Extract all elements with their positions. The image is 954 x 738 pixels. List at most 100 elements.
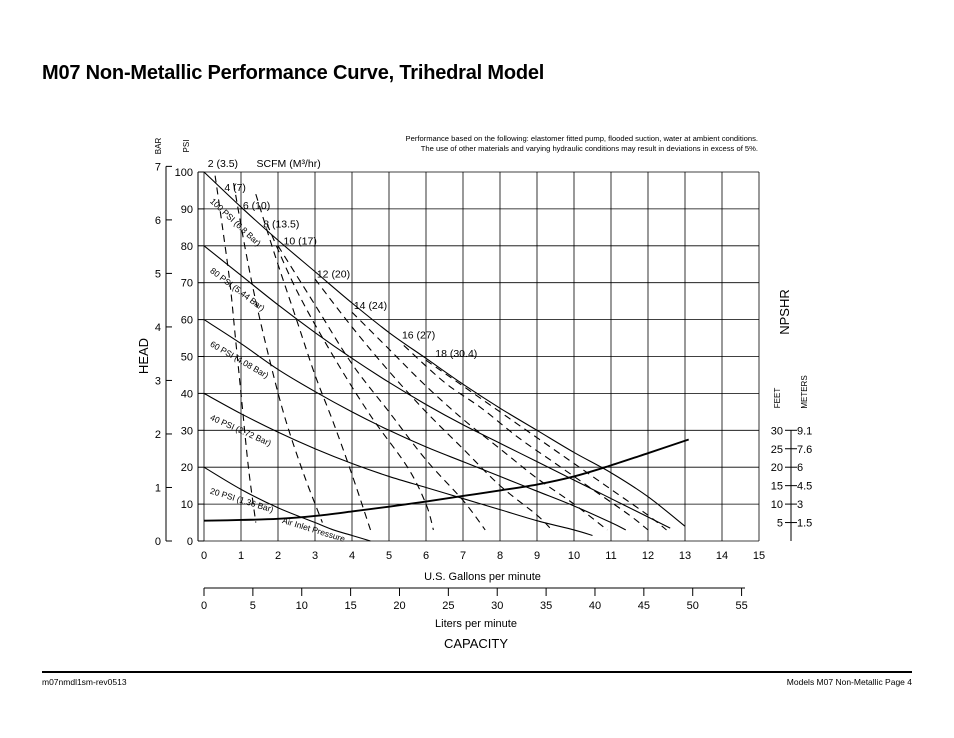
bar-tick-label: 6 xyxy=(155,215,161,227)
liters-tick-label: 35 xyxy=(540,600,552,612)
psi-tick-label: 50 xyxy=(181,352,193,364)
curve-label: 10 (17) xyxy=(284,235,317,247)
scfm-curve-14-24 xyxy=(351,311,608,531)
x-tick-label: 15 xyxy=(753,550,765,562)
npshr-axis-title: NPSHR xyxy=(777,289,792,335)
chart-grid xyxy=(203,171,760,542)
x-tick-label: 12 xyxy=(642,550,654,562)
scfm-curve-12-20 xyxy=(314,278,553,531)
capacity-label: CAPACITY xyxy=(444,636,508,651)
bar-tick-label: 2 xyxy=(155,429,161,441)
liters-tick-label: 25 xyxy=(442,600,454,612)
liters-tick-label: 45 xyxy=(638,600,650,612)
npshr-meters-label: 4.5 xyxy=(797,481,812,493)
x-tick-label: 5 xyxy=(386,550,392,562)
bar-tick-label: 4 xyxy=(155,322,161,334)
bar-axis-title: BAR xyxy=(154,138,163,155)
curve-label: 60 PSI (4.08 Bar) xyxy=(209,339,271,381)
pressure-curve-100-psi-6-8-bar xyxy=(203,171,686,527)
npshr-feet-label: 5 xyxy=(777,518,783,530)
npshr-meters-title: METERS xyxy=(800,375,809,408)
x-tick-label: 4 xyxy=(349,550,355,562)
performance-note-line-2: The use of other materials and varying h… xyxy=(420,144,758,153)
curve-label: 8 (13.5) xyxy=(263,219,299,231)
liters-tick-label: 0 xyxy=(201,600,207,612)
bar-tick-label: 3 xyxy=(155,375,161,387)
npshr-feet-title: FEET xyxy=(773,388,782,409)
pressure-curve-80-psi-5-44-bar xyxy=(203,245,671,529)
npshr-feet-label: 30 xyxy=(771,425,783,437)
scfm-curve-4-7 xyxy=(233,182,323,523)
chart-series xyxy=(203,171,690,542)
liters-tick-label: 40 xyxy=(589,600,601,612)
curve-label: 18 (30.4) xyxy=(435,348,477,360)
x-tick-label: 8 xyxy=(497,550,503,562)
footer-page-label: Models M07 Non-Metallic Page 4 xyxy=(786,677,912,687)
x-tick-label: 3 xyxy=(312,550,318,562)
pressure-curve-60-psi-4-08-bar xyxy=(203,319,627,531)
liters-tick-label: 15 xyxy=(344,600,356,612)
chart-axes: 0 1 2 3 4 5 6 7 8 9 10 11 12 13 14 15U.S. Gallons per m… xyxy=(136,138,812,651)
psi-tick-label: 100 xyxy=(175,167,193,179)
npshr-feet-label: 10 xyxy=(771,499,783,511)
x-tick-label: 10 xyxy=(568,550,580,562)
npshr-meters-label: 3 xyxy=(797,499,803,511)
liters-tick-label: 5 xyxy=(250,600,256,612)
npshr-feet-label: 25 xyxy=(771,444,783,456)
scfm-curve-18-30-4 xyxy=(425,359,667,531)
liters-axis-title: Liters per minute xyxy=(435,618,517,630)
npshr-meters-label: 6 xyxy=(797,462,803,474)
liters-tick-label: 55 xyxy=(735,600,747,612)
bar-tick-label: 0 xyxy=(155,536,161,548)
bar-tick-label: 1 xyxy=(155,482,161,494)
x-tick-label: 7 xyxy=(460,550,466,562)
pressure-curve-20-psi-1-36-bar xyxy=(203,466,371,542)
page-title: M07 Non-Metallic Performance Curve, Trih… xyxy=(42,62,545,84)
curve-label: 12 (20) xyxy=(317,268,350,280)
liters-tick-label: 50 xyxy=(687,600,699,612)
psi-tick-label: 20 xyxy=(181,462,193,474)
scfm-curve-2-3-5 xyxy=(214,175,257,523)
chart-labels: SCFM (M³/hr) 2 (3.5) 4 (7) 6 (10) 8 (13.5) 10… xyxy=(208,158,478,544)
x-tick-label: 14 xyxy=(716,550,728,562)
x-tick-label: 11 xyxy=(605,550,616,562)
x-tick-label: 0 xyxy=(201,550,207,562)
curve-label: 14 (24) xyxy=(354,300,387,312)
x-axis-title: U.S. Gallons per minute xyxy=(424,571,541,583)
pressure-curve-40-psi-2-72-bar xyxy=(203,392,593,536)
psi-axis-title: PSI xyxy=(182,140,191,153)
scfm-curve-10-17 xyxy=(277,245,486,531)
scfm-curve-16-27 xyxy=(403,345,649,531)
bar-tick-label: 5 xyxy=(155,268,161,280)
head-axis-title: HEAD xyxy=(136,338,151,374)
npshr-meters-label: 9.1 xyxy=(797,425,812,437)
curve-label: Air Inlet Pressure xyxy=(281,515,347,544)
scfm-header-label: SCFM (M³/hr) xyxy=(257,158,321,170)
x-tick-label: 6 xyxy=(423,550,429,562)
npshr-meters-label: 1.5 xyxy=(797,518,812,530)
x-tick-label: 2 xyxy=(275,550,281,562)
npshr-meters-label: 7.6 xyxy=(797,444,812,456)
curve-label: 16 (27) xyxy=(402,329,435,341)
psi-tick-label: 40 xyxy=(181,388,193,400)
x-tick-label: 1 xyxy=(238,550,244,562)
scfm-curve-8-13-5 xyxy=(266,223,434,531)
psi-tick-label: 0 xyxy=(187,536,193,548)
psi-tick-label: 70 xyxy=(181,278,193,290)
x-tick-label: 13 xyxy=(679,550,691,562)
npshr-feet-label: 20 xyxy=(771,462,783,474)
psi-tick-label: 90 xyxy=(181,204,193,216)
curve-label: 6 (10) xyxy=(243,200,270,212)
curve-label: 4 (7) xyxy=(224,182,246,194)
liters-tick-label: 10 xyxy=(296,600,308,612)
liters-tick-label: 20 xyxy=(393,600,405,612)
liters-tick-label: 30 xyxy=(491,600,503,612)
npshr-feet-label: 15 xyxy=(771,481,783,493)
performance-note-line-1: Performance based on the following: elas… xyxy=(405,134,758,143)
bar-tick-label: 7 xyxy=(155,161,161,173)
npshr-curve xyxy=(203,438,690,522)
footer-rule xyxy=(42,671,912,673)
scfm-curve-6-10 xyxy=(255,193,372,531)
psi-tick-label: 60 xyxy=(181,315,193,327)
psi-tick-label: 80 xyxy=(181,241,193,253)
